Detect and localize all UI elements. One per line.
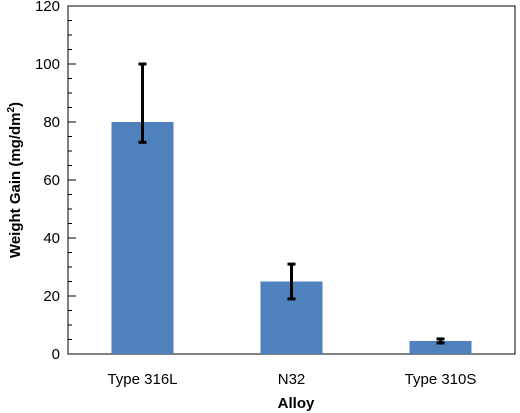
error-bar <box>436 337 445 345</box>
y-tick-label: 100 <box>35 56 60 73</box>
error-bars <box>138 62 445 345</box>
y-axis-title: Weight Gain (mg/dm2) <box>6 102 24 258</box>
x-tick-label: Type 310S <box>405 371 477 388</box>
bar <box>111 122 174 354</box>
y-tick-labels: 0 20 40 60 80 100 120 <box>35 0 60 363</box>
error-bar <box>287 262 296 301</box>
y-tick-label: 120 <box>35 0 60 15</box>
x-tick-label: Type 316L <box>107 371 177 388</box>
y-tick-label: 20 <box>43 288 60 305</box>
bars <box>111 122 472 354</box>
bar <box>409 340 472 354</box>
y-tick-label: 80 <box>43 114 60 131</box>
y-axis-title-end: ) <box>7 102 24 107</box>
x-tick-label: N32 <box>278 371 306 388</box>
x-tick-labels: Type 316L N32 Type 310S <box>107 371 476 388</box>
x-axis-title: Alloy <box>278 395 315 412</box>
y-tick-label: 60 <box>43 172 60 189</box>
y-major-ticks <box>68 5 76 355</box>
y-axis-title-main: Weight Gain (mg/dm <box>7 113 24 259</box>
y-tick-label: 0 <box>52 346 60 363</box>
error-bar <box>138 62 147 144</box>
y-tick-label: 40 <box>43 230 60 247</box>
y-axis-title-sup: 2 <box>6 107 17 113</box>
